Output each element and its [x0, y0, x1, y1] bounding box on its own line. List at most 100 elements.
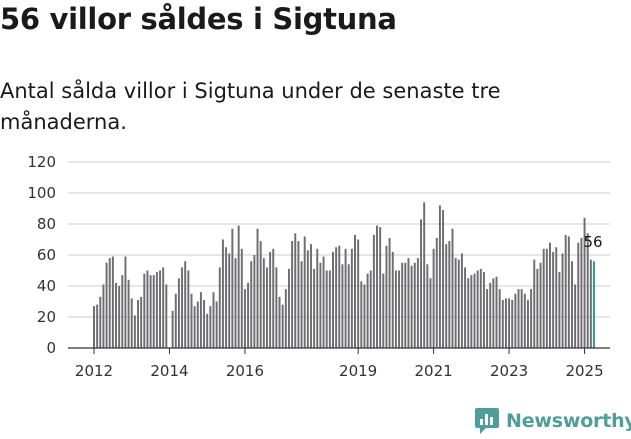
bar	[429, 278, 432, 348]
bar	[196, 301, 199, 348]
bar	[300, 261, 303, 348]
bar	[423, 202, 426, 348]
bar	[549, 242, 551, 348]
bar	[589, 259, 592, 348]
bar	[108, 258, 111, 348]
bar	[426, 264, 429, 348]
bar	[199, 292, 202, 348]
bar	[159, 270, 162, 348]
x-tick-label: 2023	[490, 362, 528, 380]
bar	[152, 275, 155, 348]
bar	[146, 270, 149, 348]
bar	[105, 262, 108, 348]
bar	[542, 248, 545, 348]
bar	[486, 289, 489, 348]
newsworthy-logo: Newsworthy	[474, 407, 631, 435]
bar	[209, 306, 212, 348]
bar	[526, 299, 529, 348]
bar	[231, 228, 234, 348]
bar	[350, 248, 353, 348]
bar	[467, 278, 470, 348]
bar	[294, 233, 297, 348]
y-tick-label: 120	[27, 153, 56, 171]
bar	[523, 293, 526, 348]
bar	[215, 301, 218, 348]
bar	[155, 272, 158, 348]
bar	[369, 270, 372, 348]
bar	[514, 293, 517, 348]
bar	[398, 270, 401, 348]
bar	[394, 270, 397, 348]
bar	[376, 225, 378, 348]
bar	[287, 268, 290, 348]
bar	[479, 268, 482, 348]
bar	[564, 234, 567, 348]
bar	[445, 244, 448, 348]
bar	[416, 258, 419, 348]
bar	[460, 253, 463, 348]
bar	[137, 299, 139, 348]
bar	[297, 241, 300, 348]
bar	[520, 289, 523, 348]
bar	[385, 245, 388, 348]
bar	[316, 248, 319, 348]
bar	[265, 267, 268, 348]
bar	[586, 233, 589, 348]
bar	[577, 242, 580, 348]
bar	[310, 244, 312, 348]
bar	[432, 248, 435, 348]
bar	[250, 261, 253, 348]
bar	[171, 310, 174, 348]
bar	[127, 279, 130, 348]
x-tick-label: 2025	[565, 362, 603, 380]
bar	[482, 272, 485, 348]
bar	[184, 261, 187, 348]
bar	[388, 237, 391, 348]
bar	[243, 289, 246, 348]
bar	[561, 253, 564, 348]
bar	[504, 298, 507, 348]
bar	[574, 284, 577, 348]
bar	[442, 210, 445, 348]
bar	[177, 278, 180, 348]
bar	[508, 298, 511, 348]
bar	[558, 272, 561, 348]
bar	[149, 275, 152, 348]
bar	[335, 247, 338, 348]
bar	[498, 289, 501, 348]
bar	[435, 237, 438, 348]
bar	[583, 217, 586, 348]
brand-name: Newsworthy	[506, 410, 631, 432]
y-tick-label: 0	[46, 339, 56, 357]
bar	[162, 267, 165, 348]
bar	[571, 261, 573, 348]
bar	[410, 265, 413, 348]
page-title: 56 villor såldes i Sigtuna	[0, 2, 397, 36]
bar	[501, 299, 504, 348]
bar	[115, 282, 117, 348]
bar	[407, 258, 410, 348]
bar	[237, 225, 240, 348]
bar	[143, 273, 146, 348]
bar	[539, 262, 542, 348]
y-tick-label: 100	[27, 184, 56, 202]
bar	[366, 273, 369, 348]
bars	[93, 202, 595, 348]
bar	[476, 270, 479, 348]
bar	[511, 299, 514, 348]
bar	[93, 306, 95, 348]
bar	[133, 315, 136, 348]
bar	[338, 245, 341, 348]
bar	[259, 241, 262, 348]
bar	[360, 281, 363, 348]
bar	[372, 234, 375, 348]
bar	[206, 313, 209, 348]
bar	[413, 262, 416, 348]
bar	[121, 275, 124, 348]
bar	[118, 286, 121, 348]
chart-subtitle: Antal sålda villor i Sigtuna under de se…	[0, 79, 501, 134]
x-tick-label: 2014	[150, 362, 188, 380]
highlight-bar	[593, 261, 595, 348]
bar	[454, 258, 457, 348]
bar	[319, 262, 322, 348]
